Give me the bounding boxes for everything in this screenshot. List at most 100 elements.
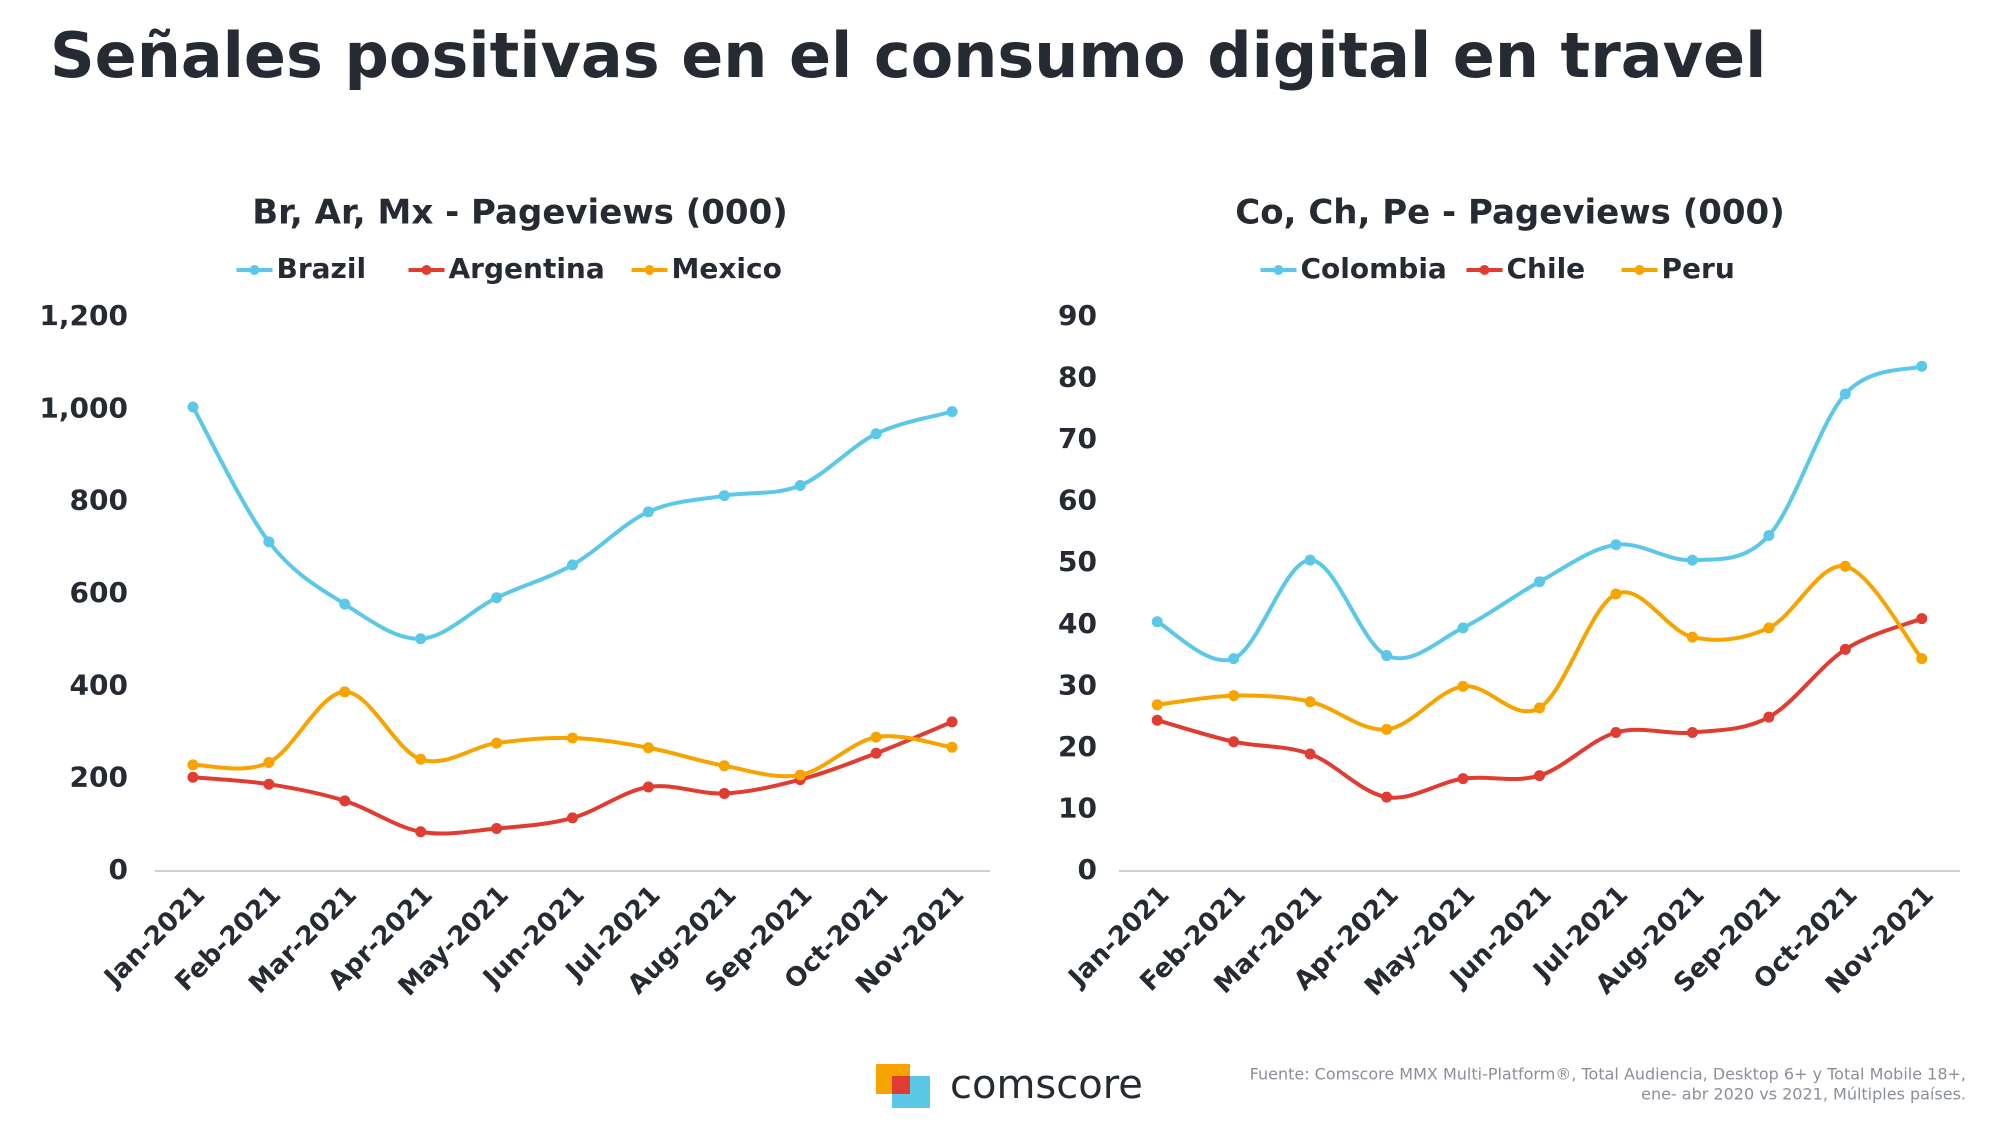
point [491,823,503,835]
point [1763,622,1775,634]
point [415,633,427,645]
y-tick-label: 30 [1058,668,1097,701]
point [263,778,275,790]
point [642,742,654,754]
point [718,490,730,502]
point [1610,727,1622,738]
legend-label: Chile [1507,252,1586,285]
point [1610,588,1622,600]
point [567,812,578,824]
point [1916,360,1928,372]
point [1686,727,1698,738]
legend-dot [1273,265,1284,275]
y-tick-label: 0 [109,853,128,886]
point [1839,388,1851,400]
point [718,787,730,799]
y-tick-label: 600 [70,576,128,609]
point [1457,773,1469,785]
point [946,741,958,753]
point [642,781,654,793]
point [415,753,427,765]
point [1381,723,1393,735]
chart-title: Br, Ar, Mx - Pageviews (000) [252,193,788,233]
point [339,598,351,610]
brand: comscore [950,1062,1143,1108]
chart: Co, Ch, Pe - Pageviews (000) Colombia Chil… [1058,193,1960,1002]
point [1151,714,1163,726]
legend-dot [644,265,655,275]
point [1916,653,1928,665]
point [339,686,351,698]
chart-title: Co, Ch, Pe - Pageviews (000) [1235,193,1785,233]
y-tick-label: 60 [1058,484,1097,517]
legend-label: Peru [1662,252,1735,285]
point [1457,622,1469,634]
point [1381,650,1393,662]
point [1916,613,1928,625]
point [1457,680,1469,692]
y-tick-label: 20 [1058,730,1097,763]
legend-label: Colombia [1301,252,1447,285]
legend-dot [421,265,432,275]
point [567,559,578,571]
point [263,536,275,548]
point [1228,653,1240,665]
point [187,771,199,783]
point [1610,539,1622,551]
y-tick-label: 0 [1078,853,1097,886]
point [187,401,199,413]
point [187,759,199,771]
source-note: Fuente: Comscore MMX Multi-Platform®, To… [1250,1065,1966,1084]
page-title: Señales positivas en el consumo digital … [50,19,1766,92]
y-tick-label: 80 [1058,361,1097,394]
point [1686,554,1698,566]
series-line [1156,364,1923,663]
chart: Br, Ar, Mx - Pageviews (000) Brazil Argent… [39,193,990,1002]
point [567,732,578,744]
point [1151,699,1163,711]
legend-label: Argentina [449,252,605,285]
point [1534,702,1545,714]
point [1228,736,1240,748]
point [1381,791,1393,803]
point [339,795,351,807]
point [263,757,275,769]
point [1151,616,1163,628]
point [1304,748,1316,760]
point [870,747,882,759]
point [718,760,730,772]
source-note: ene- abr 2020 vs 2021, Múltiples países. [1641,1085,1966,1104]
legend-dot [1479,265,1490,275]
logo-shape [892,1076,910,1094]
point [794,769,806,781]
logo [876,1064,930,1108]
legend-label: Brazil [277,252,367,285]
point [870,428,882,440]
point [1228,690,1240,702]
y-tick-label: 400 [70,668,128,701]
point [1304,696,1316,708]
series-line [191,406,953,641]
point [1686,631,1698,643]
y-tick-label: 1,200 [39,299,128,332]
legend-dot [1634,265,1645,275]
point [1839,560,1851,572]
y-tick-label: 50 [1058,545,1097,578]
point [491,737,503,749]
point [1839,643,1851,655]
y-tick-label: 200 [70,761,128,794]
point [946,406,958,418]
point [1534,770,1545,782]
point [1534,576,1545,588]
y-tick-label: 40 [1058,607,1097,640]
legend-label: Mexico [672,252,782,285]
point [491,592,503,604]
point [415,826,427,838]
y-tick-label: 90 [1058,299,1097,332]
point [1763,530,1775,542]
point [794,480,806,492]
y-tick-label: 800 [70,484,128,517]
point [1304,554,1316,566]
